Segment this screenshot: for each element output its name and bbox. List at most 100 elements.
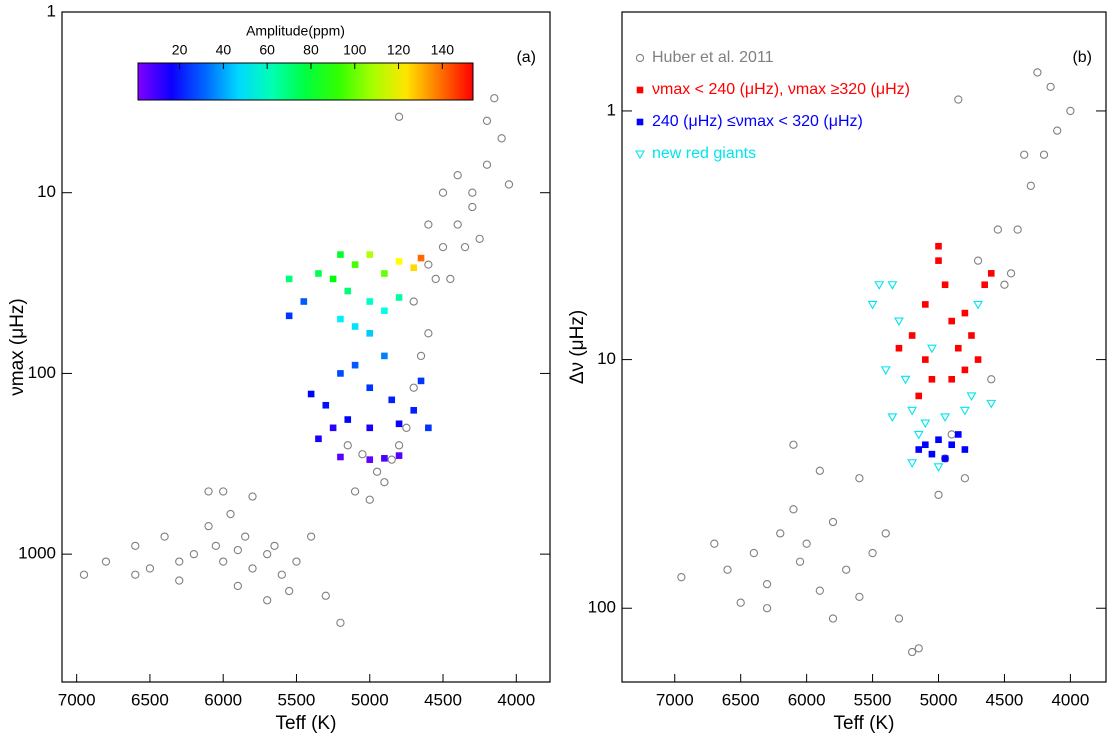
point <box>913 430 924 440</box>
point <box>776 529 785 538</box>
point <box>410 264 418 272</box>
point <box>935 257 942 264</box>
point <box>941 281 949 289</box>
point <box>933 463 944 472</box>
y-tick-label: 1 <box>607 100 616 119</box>
point <box>131 570 140 579</box>
point <box>736 598 745 607</box>
y-tick-label: 1 <box>47 1 56 20</box>
point <box>954 95 963 104</box>
point <box>211 541 221 551</box>
colorbar-tick-label: 120 <box>387 42 411 58</box>
point <box>241 532 250 541</box>
point <box>1006 269 1016 278</box>
point <box>145 564 155 573</box>
point <box>175 576 184 585</box>
point <box>395 258 403 265</box>
point <box>336 618 345 627</box>
point <box>895 344 903 352</box>
point <box>438 242 448 252</box>
x-tick-label: 6000 <box>204 690 242 709</box>
point <box>248 564 257 573</box>
point <box>233 581 243 591</box>
point <box>968 332 975 339</box>
point <box>366 456 374 463</box>
point <box>961 366 969 374</box>
point <box>894 614 904 623</box>
point <box>894 317 904 327</box>
point <box>277 570 286 579</box>
point <box>219 557 228 566</box>
point <box>424 329 433 338</box>
point <box>749 548 759 558</box>
point <box>1053 126 1062 135</box>
point <box>887 281 898 290</box>
point <box>394 441 404 450</box>
point <box>337 251 344 258</box>
point <box>993 225 1003 234</box>
legend-label: Huber et al. 2011 <box>652 49 774 66</box>
legend-label: νmax < 240 (μHz), νmax ≥320 (μHz) <box>652 81 910 98</box>
colorbar-tick-label: 20 <box>172 42 188 58</box>
point <box>307 390 315 398</box>
point <box>387 455 396 464</box>
point <box>961 309 969 317</box>
point <box>329 424 337 432</box>
point <box>424 260 433 269</box>
point <box>959 406 970 416</box>
y-tick-label: 1000 <box>18 544 56 563</box>
point <box>366 298 374 305</box>
point <box>842 565 851 574</box>
point <box>394 112 404 121</box>
point <box>987 270 995 277</box>
point <box>961 446 969 453</box>
point <box>417 377 425 385</box>
point <box>855 592 864 602</box>
point <box>381 307 388 315</box>
x-tick-label: 4500 <box>424 690 462 709</box>
point <box>160 532 169 541</box>
point <box>966 392 977 402</box>
point <box>915 446 923 453</box>
point <box>344 416 352 423</box>
point <box>366 384 374 392</box>
point <box>954 431 962 438</box>
plot-frame <box>621 11 1107 683</box>
point <box>329 275 337 283</box>
x-axis-label: Teff (K) <box>276 713 337 734</box>
point <box>425 424 432 432</box>
point <box>351 261 359 268</box>
point <box>475 234 484 243</box>
point <box>446 274 455 284</box>
point <box>940 454 950 463</box>
point <box>723 565 732 574</box>
point <box>395 294 403 301</box>
point <box>226 509 235 519</box>
point <box>987 375 996 384</box>
point <box>922 356 929 363</box>
point <box>948 375 956 383</box>
point <box>350 487 360 496</box>
point <box>315 435 322 443</box>
point <box>940 413 951 422</box>
point <box>934 490 943 500</box>
x-tick-label: 5500 <box>278 690 316 709</box>
point <box>504 180 514 189</box>
legend-label: new red giants <box>652 145 756 162</box>
point <box>189 549 199 559</box>
point <box>365 495 374 504</box>
point <box>815 586 824 595</box>
point <box>380 478 389 487</box>
point <box>947 430 956 439</box>
point <box>395 452 403 459</box>
point <box>263 549 272 559</box>
point <box>928 375 936 383</box>
panel-label: (a) <box>516 49 536 66</box>
point <box>306 532 316 541</box>
point <box>131 541 140 551</box>
point <box>855 474 864 483</box>
x-tick-label: 4000 <box>1051 690 1089 709</box>
point <box>482 160 492 169</box>
point <box>219 487 228 496</box>
y-tick-label: 100 <box>588 598 616 617</box>
